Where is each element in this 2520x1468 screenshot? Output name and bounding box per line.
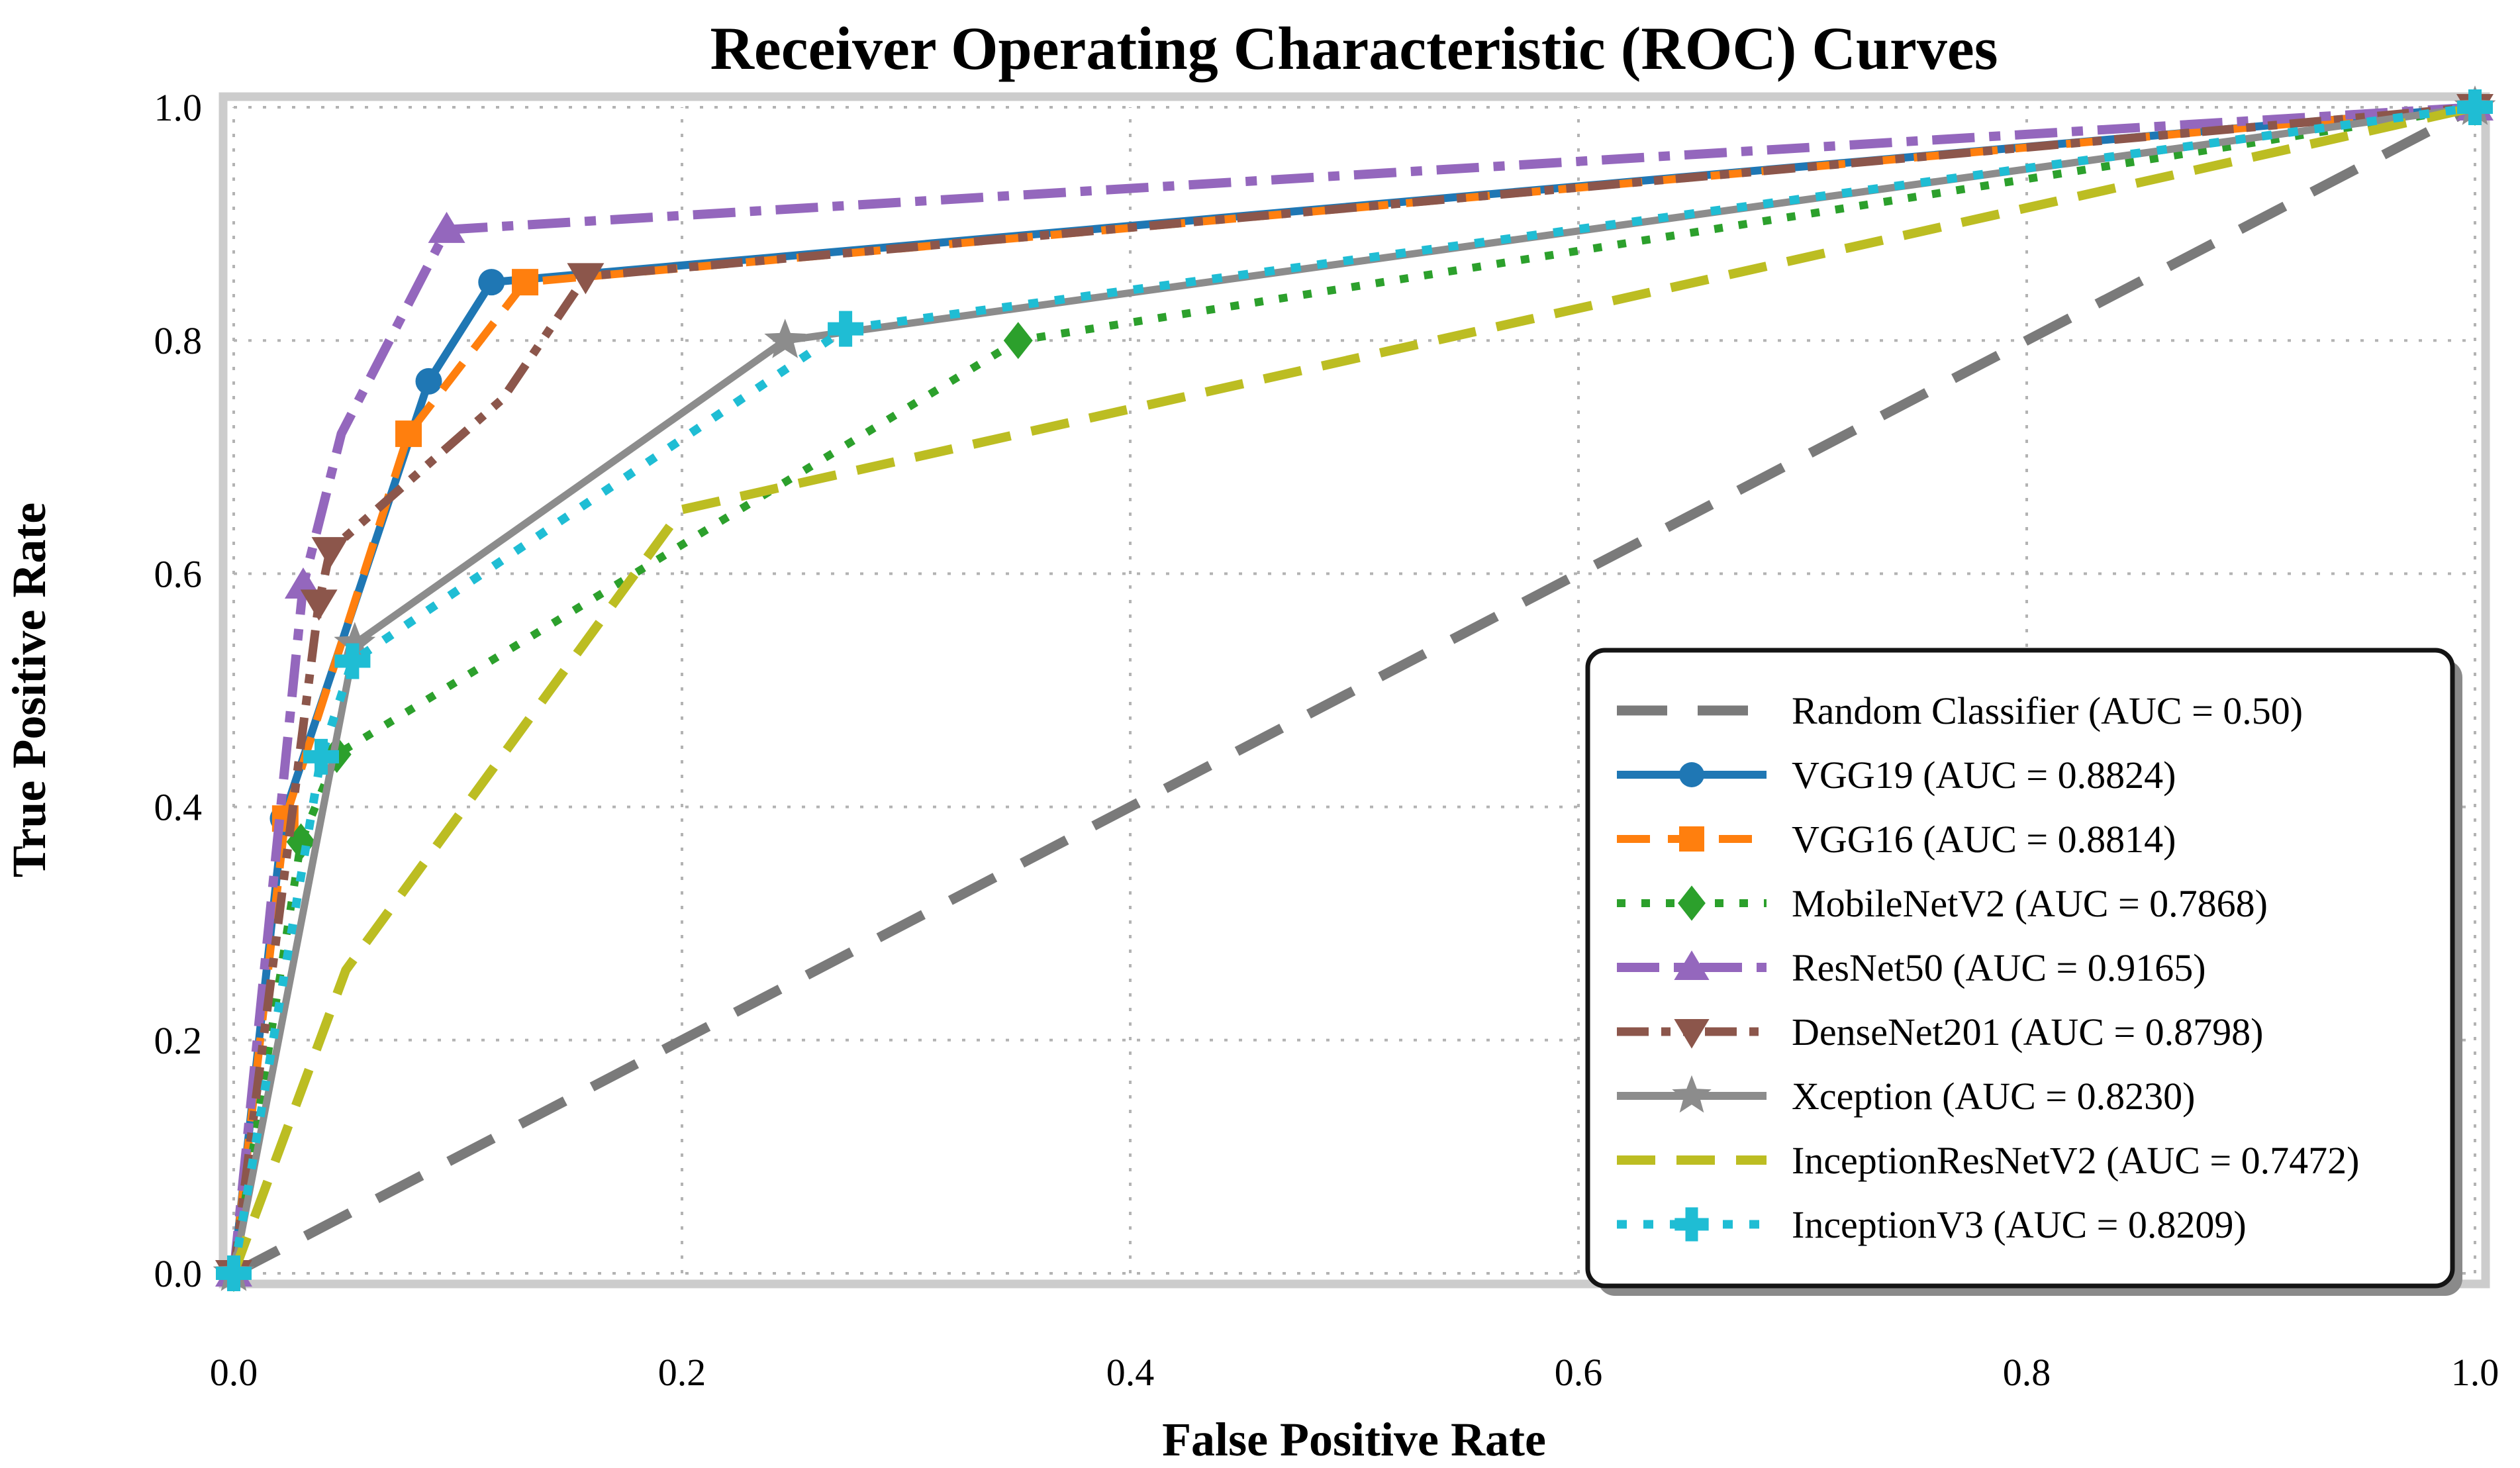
inceptionv3-markers (216, 89, 2493, 1291)
legend-label: Random Classifier (AUC = 0.50) (1792, 689, 2303, 732)
legend-label: InceptionResNetV2 (AUC = 0.7472) (1792, 1139, 2359, 1182)
densenet201-triangle-down-marker (311, 537, 349, 569)
densenet201-legend-triangle-down-icon (1674, 1019, 1710, 1049)
inceptionresnetv2-curve (229, 103, 2476, 1275)
legend-item: InceptionResNetV2 (AUC = 0.7472) (1617, 1139, 2359, 1182)
inceptionv3-plus-marker (2457, 89, 2493, 125)
legend-item: Random Classifier (AUC = 0.50) (1617, 689, 2303, 732)
axis-ticks: 0.0 0.2 0.4 0.6 0.8 1.0 0.0 0.2 0.4 0.6 0.8 1.0 (154, 86, 2499, 1394)
inceptionv3-plus-marker (303, 738, 340, 775)
y-axis-title: True Positive Rate (3, 503, 56, 878)
xception-curve (230, 103, 2476, 1275)
xception-star-marker (334, 622, 376, 661)
vgg19-circle-marker (478, 269, 505, 296)
y-tick-label: 0.8 (154, 319, 203, 362)
resnet50-triangle-up-marker (428, 211, 465, 243)
inceptionv3-plus-marker (216, 1255, 252, 1291)
x-tick-label: 0.6 (1555, 1351, 1603, 1394)
y-tick-label: 0.0 (154, 1252, 203, 1295)
vgg16-legend-square-icon (1679, 826, 1704, 852)
inceptionv3-legend-plus-icon (1674, 1207, 1709, 1242)
legend-item: MobileNetV2 (AUC = 0.7868) (1617, 882, 2268, 925)
mobilenetv2-legend-diamond-icon (1678, 885, 1706, 921)
inceptionv3-plus-marker (828, 311, 864, 347)
legend-label: Xception (AUC = 0.8230) (1792, 1075, 2195, 1118)
legend-label: MobileNetV2 (AUC = 0.7868) (1792, 882, 2268, 925)
inceptionv3-plus-marker (334, 643, 371, 679)
mobilenetv2-diamond-marker (1003, 322, 1033, 360)
inceptionv3-curve (229, 103, 2476, 1275)
densenet201-triangle-down-marker (300, 589, 338, 621)
legend-item: VGG19 (AUC = 0.8824) (1617, 754, 2176, 797)
legend-item: Xception (AUC = 0.8230) (1617, 1075, 2195, 1118)
resnet50-curve (229, 103, 2476, 1274)
vgg16-square-marker (395, 420, 422, 448)
x-tick-label: 0.0 (210, 1351, 258, 1394)
vgg16-square-marker (512, 269, 539, 296)
plot-border (218, 92, 2490, 1289)
x-axis-title: False Positive Rate (1162, 1413, 1546, 1466)
resnet50-legend-triangle-up-icon (1674, 950, 1710, 980)
legend-label: DenseNet201 (AUC = 0.8798) (1792, 1010, 2263, 1053)
mobilenetv2-curve (230, 103, 2476, 1274)
xception-star-marker (764, 318, 806, 358)
y-tick-label: 0.4 (154, 786, 203, 829)
y-tick-label: 1.0 (154, 86, 203, 129)
legend-box (1585, 648, 2455, 1289)
x-tick-label: 0.8 (2003, 1351, 2051, 1394)
legend: Random Classifier (AUC = 0.50) VGG19 (AUC… (1585, 648, 2462, 1296)
y-tick-label: 0.6 (154, 552, 203, 595)
legend-item: DenseNet201 (AUC = 0.8798) (1617, 1010, 2263, 1053)
roc-curves (213, 85, 2496, 1292)
x-tick-label: 1.0 (2451, 1351, 2499, 1394)
legend-item: ResNet50 (AUC = 0.9165) (1617, 946, 2206, 989)
xception-legend-star-icon (1672, 1075, 1712, 1113)
legend-label: InceptionV3 (AUC = 0.8209) (1792, 1203, 2247, 1246)
x-tick-label: 0.2 (658, 1351, 706, 1394)
legend-label: ResNet50 (AUC = 0.9165) (1792, 946, 2206, 989)
legend-label: VGG19 (AUC = 0.8824) (1792, 754, 2176, 797)
densenet201-curve (229, 103, 2476, 1274)
vgg19-circle-marker (415, 367, 442, 395)
x-tick-label: 0.4 (1106, 1351, 1155, 1394)
chart-title: Receiver Operating Characteristic (ROC) … (710, 15, 1998, 82)
vgg19-legend-circle-icon (1679, 762, 1704, 787)
legend-item: InceptionV3 (AUC = 0.8209) (1617, 1203, 2247, 1246)
densenet201-triangle-down-marker (567, 263, 605, 295)
y-tick-label: 0.2 (154, 1019, 203, 1062)
legend-label: VGG16 (AUC = 0.8814) (1792, 818, 2176, 861)
legend-item: VGG16 (AUC = 0.8814) (1617, 818, 2176, 861)
random-classifier-curve (231, 103, 2478, 1278)
